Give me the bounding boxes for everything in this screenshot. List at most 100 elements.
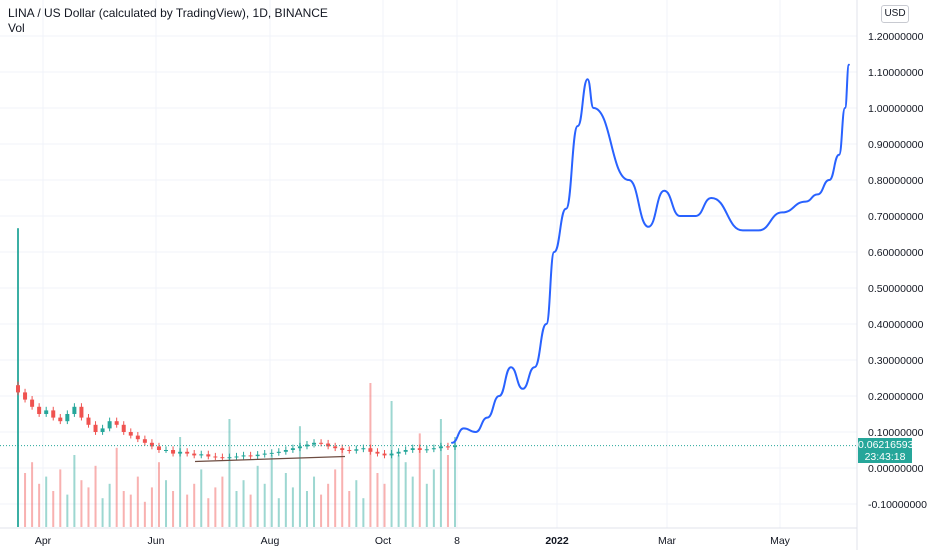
candle-body [121,424,126,432]
volume-bar [94,465,97,527]
candle-body [438,446,443,449]
volume-bar [376,473,379,527]
volume-bar [59,469,62,527]
volume-bar [256,465,259,527]
volume-bar [327,483,330,527]
candle-body [361,448,366,450]
candle-body [128,432,133,436]
y-tick-label: 1.10000000 [868,67,924,79]
volume-bar [263,483,266,527]
candle-body [213,456,218,458]
support-trendline [194,455,346,463]
volume-bar [38,483,41,527]
projection-line [451,63,850,444]
volume-bar [200,469,203,527]
candle-body [347,450,352,451]
volume-bar [432,469,435,527]
volume-bar [404,462,407,527]
candle-body [206,454,211,457]
candle-body [333,446,338,449]
volume-bar [298,426,301,527]
candle-body [396,451,401,454]
x-tick-label: Oct [375,535,391,547]
candle-body [368,448,373,452]
candle-body [30,399,35,407]
currency-button[interactable]: USD [881,5,909,23]
y-tick-label: 0.70000000 [868,211,924,223]
volume-label: Vol [8,21,25,35]
volume-bar [24,473,27,527]
x-tick-label: Jun [148,535,165,547]
x-tick-label: 2022 [545,535,569,547]
candle-body [410,448,415,450]
candle-body [248,455,253,457]
candle-body [23,392,28,400]
volume-bar [249,494,252,527]
candle-body [403,450,408,452]
last-price-value: 0.06216593 [858,439,914,451]
candle-body [149,442,154,447]
x-tick-label: 8 [454,535,460,547]
candle-body [375,451,380,454]
candle-body [37,406,42,414]
volume-bar [348,491,351,527]
y-tick-label: 1.00000000 [868,103,924,115]
volume-bar [150,487,153,527]
candle-body [445,446,450,448]
volume-bar [172,491,175,527]
volume-bar [179,437,182,527]
candle-body [262,453,267,455]
volume-bar [45,476,48,527]
candle-body [340,448,345,450]
volume-bar [157,462,160,527]
volume-bar [115,447,118,527]
bar-countdown: 23:43:18 [864,451,906,463]
candle-body [424,449,429,451]
volume-bar [383,483,386,527]
volume-bar [341,447,344,527]
candle-body [326,443,331,447]
candle-body [107,421,112,429]
volume-bar [87,487,90,527]
candle-body [319,442,324,444]
chart-title: LINA / US Dollar (calculated by TradingV… [8,6,328,20]
volume-bar [284,473,287,527]
candle-body [164,450,169,451]
volume-bar [52,491,55,527]
candle-body [135,435,140,440]
volume-bar [425,483,428,527]
candle-body [269,452,274,454]
y-tick-label: 0.20000000 [868,391,924,403]
volume-bar [390,401,393,527]
volume-bar [122,491,125,527]
candle-body [199,454,204,456]
volume-bar [277,498,280,527]
y-tick-label: 0.30000000 [868,355,924,367]
x-tick-label: Mar [658,535,677,547]
candle-body [58,417,63,422]
volume-bar [80,480,83,527]
candle-body [227,457,232,459]
candle-body [171,450,176,454]
candle-body [156,446,161,450]
volume-bar [439,419,442,527]
x-tick-label: Apr [35,535,52,547]
volume-bar [17,228,19,527]
volume-bar [454,437,456,527]
candle-body [192,453,197,456]
volume-bar [221,476,224,527]
candle-body [389,453,394,456]
y-tick-label: 0.50000000 [868,283,924,295]
x-tick-label: Aug [261,535,280,547]
volume-bar [411,476,414,527]
candle-body [44,410,49,414]
y-tick-label: -0.10000000 [868,499,927,511]
volume-bar [355,480,358,527]
y-tick-label: 0.80000000 [868,175,924,187]
candle-body [72,406,77,414]
x-tick-label: May [770,535,791,547]
candle-body [86,417,91,425]
volume-bar [242,480,245,527]
volume-bar [228,419,231,527]
